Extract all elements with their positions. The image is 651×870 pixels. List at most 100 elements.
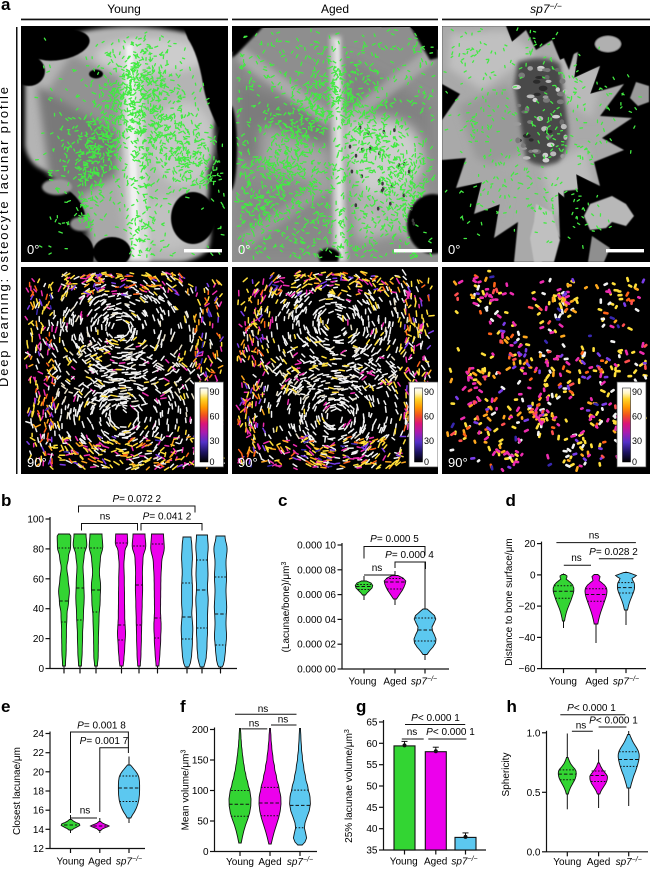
svg-text:−60: −60 xyxy=(519,664,536,675)
svg-text:90°: 90° xyxy=(448,455,468,470)
svg-text:P< 0.000 1: P< 0.000 1 xyxy=(426,727,475,738)
svg-text:22: 22 xyxy=(33,748,45,759)
svg-text:(Lacunae/bone)/μm3: (Lacunae/bone)/μm3 xyxy=(281,561,292,652)
svg-text:e: e xyxy=(1,697,10,716)
svg-text:ns: ns xyxy=(249,719,260,730)
svg-text:Aged: Aged xyxy=(585,677,608,688)
svg-text:Distance to bone surface/μm: Distance to bone surface/μm xyxy=(504,538,515,666)
svg-text:90°: 90° xyxy=(27,455,47,470)
svg-text:60: 60 xyxy=(424,412,434,422)
svg-text:0.000 06: 0.000 06 xyxy=(297,590,336,601)
svg-text:18: 18 xyxy=(33,787,45,798)
svg-text:100: 100 xyxy=(27,515,44,526)
svg-text:0: 0 xyxy=(203,847,209,858)
svg-text:sp7−/−: sp7−/− xyxy=(411,676,437,688)
svg-text:60: 60 xyxy=(33,574,45,585)
svg-text:P= 0.001 7: P= 0.001 7 xyxy=(80,736,129,747)
svg-text:sp7−/−: sp7−/− xyxy=(116,856,142,868)
svg-text:30: 30 xyxy=(632,436,642,446)
svg-text:0: 0 xyxy=(632,457,637,467)
svg-text:Young: Young xyxy=(390,857,418,868)
svg-text:ns: ns xyxy=(407,727,418,738)
svg-text:16: 16 xyxy=(33,806,45,817)
svg-text:0: 0 xyxy=(530,570,536,581)
svg-text:sp7−/−: sp7−/− xyxy=(451,856,477,868)
svg-text:90: 90 xyxy=(210,387,220,397)
svg-text:0.0: 0.0 xyxy=(527,847,541,858)
svg-text:100: 100 xyxy=(192,786,209,797)
svg-text:sp7−/−: sp7−/− xyxy=(613,676,639,688)
svg-text:60: 60 xyxy=(632,412,642,422)
svg-text:P= 0.001 8: P= 0.001 8 xyxy=(77,720,126,731)
svg-text:Aged: Aged xyxy=(587,857,610,868)
svg-text:g: g xyxy=(356,697,366,716)
svg-text:40: 40 xyxy=(33,604,45,615)
svg-text:ns: ns xyxy=(80,806,91,817)
svg-text:90: 90 xyxy=(632,387,642,397)
svg-text:0.000 10: 0.000 10 xyxy=(297,541,336,552)
svg-text:d: d xyxy=(506,491,516,510)
svg-text:P= 0.000 4: P= 0.000 4 xyxy=(385,550,434,561)
svg-text:ns: ns xyxy=(100,512,111,523)
svg-text:0.5: 0.5 xyxy=(527,788,541,799)
svg-text:30: 30 xyxy=(424,436,434,446)
svg-text:ns: ns xyxy=(278,715,289,726)
svg-text:200: 200 xyxy=(192,725,209,736)
svg-text:35: 35 xyxy=(366,846,378,857)
svg-text:20: 20 xyxy=(33,634,45,645)
svg-text:ns: ns xyxy=(589,531,600,542)
svg-text:Aged: Aged xyxy=(424,857,447,868)
svg-text:Aged: Aged xyxy=(258,857,281,868)
svg-text:40: 40 xyxy=(366,824,378,835)
svg-text:60: 60 xyxy=(366,739,378,750)
svg-text:0: 0 xyxy=(210,457,215,467)
svg-text:30: 30 xyxy=(210,436,220,446)
svg-text:Young: Young xyxy=(226,857,254,868)
svg-text:Aged: Aged xyxy=(321,2,349,16)
svg-text:0°: 0° xyxy=(448,242,460,257)
svg-text:ns: ns xyxy=(372,563,383,574)
svg-text:ns: ns xyxy=(576,721,587,732)
svg-text:P= 0.000 5: P= 0.000 5 xyxy=(370,534,419,545)
svg-text:P= 0.072 2: P= 0.072 2 xyxy=(112,494,161,505)
svg-text:0°: 0° xyxy=(238,242,250,257)
svg-text:b: b xyxy=(1,491,11,510)
svg-text:12: 12 xyxy=(33,844,45,855)
svg-text:h: h xyxy=(507,697,517,716)
svg-text:Young: Young xyxy=(57,857,85,868)
svg-text:Sphericity: Sphericity xyxy=(501,753,512,797)
svg-text:1.0: 1.0 xyxy=(527,728,541,739)
svg-text:90: 90 xyxy=(424,387,434,397)
svg-text:c: c xyxy=(278,491,287,510)
svg-text:f: f xyxy=(180,697,186,716)
svg-text:60: 60 xyxy=(210,412,220,422)
svg-text:0.000 04: 0.000 04 xyxy=(297,615,336,626)
svg-text:80: 80 xyxy=(33,544,45,555)
svg-text:0.000 00: 0.000 00 xyxy=(297,665,336,676)
svg-text:ns: ns xyxy=(258,704,269,715)
svg-text:14: 14 xyxy=(33,825,45,836)
svg-text:P= 0.041 2: P= 0.041 2 xyxy=(143,512,192,523)
svg-text:0: 0 xyxy=(38,664,44,675)
svg-text:a: a xyxy=(1,0,11,14)
svg-text:0.000 02: 0.000 02 xyxy=(297,640,336,651)
svg-text:150: 150 xyxy=(192,756,209,767)
svg-text:50: 50 xyxy=(366,782,378,793)
svg-text:Young: Young xyxy=(549,677,577,688)
svg-text:sp7−/−: sp7−/− xyxy=(530,1,562,16)
svg-text:sp7−/−: sp7−/− xyxy=(287,857,313,869)
svg-text:20: 20 xyxy=(524,539,536,550)
svg-text:50: 50 xyxy=(197,817,209,828)
svg-text:0°: 0° xyxy=(27,242,39,257)
svg-text:Closest lacunae/μm: Closest lacunae/μm xyxy=(12,747,23,835)
svg-text:ns: ns xyxy=(571,553,582,564)
svg-text:P= 0.028 2: P= 0.028 2 xyxy=(589,547,638,558)
svg-text:P< 0.000 1: P< 0.000 1 xyxy=(589,716,638,727)
svg-text:0.000 08: 0.000 08 xyxy=(297,565,336,576)
svg-text:−40: −40 xyxy=(519,633,536,644)
svg-text:P< 0.000 1: P< 0.000 1 xyxy=(411,713,460,724)
svg-text:Aged: Aged xyxy=(383,677,406,688)
svg-text:Aged: Aged xyxy=(88,857,111,868)
svg-text:24: 24 xyxy=(33,729,45,740)
svg-text:90°: 90° xyxy=(238,455,258,470)
